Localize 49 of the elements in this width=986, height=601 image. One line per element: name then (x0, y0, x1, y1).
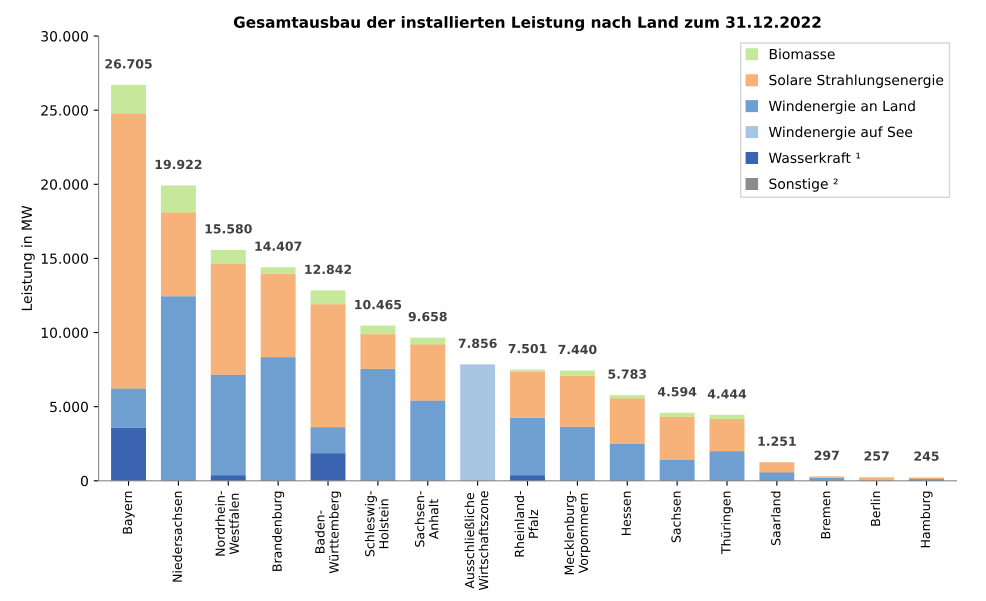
y-axis-title: Leistung in MW (21, 206, 35, 310)
x-tick-label: Rheinland- Pfalz (514, 491, 538, 556)
x-tick-label: Hessen (622, 492, 631, 536)
total-label: 4.594 (658, 386, 696, 396)
y-tick-label: 5.000 (50, 402, 88, 412)
x-tick-label: Mecklenburg- Vorpommern (564, 491, 590, 574)
x-tick-label: Sachsen (671, 492, 681, 542)
total-label: 14.407 (255, 241, 302, 251)
total-label: 257 (864, 451, 889, 461)
total-label: 12.842 (305, 264, 352, 274)
x-tick-label: Nordrhein- Westfalen (215, 491, 239, 556)
x-tick-label: Saarland (770, 492, 781, 546)
legend-label: Wasserkraft ¹ (768, 152, 860, 164)
total-label: 19.922 (156, 160, 202, 170)
x-tick-label: Bayern (122, 492, 135, 534)
total-label: 7.440 (558, 344, 597, 354)
x-tick-label: Ausschließliche Wirtschaftszone (464, 491, 488, 590)
y-tick-label: 30.000 (41, 31, 88, 42)
total-label: 297 (814, 450, 839, 460)
total-label: 1.251 (758, 436, 796, 446)
total-label: 5.783 (608, 369, 646, 379)
total-label: 10.465 (355, 300, 402, 310)
total-label: 15.580 (206, 224, 252, 234)
x-tick-label: Hamburg (920, 492, 933, 548)
chart-title: Gesamtausbau der installierten Leistung nach Land zum 31.12.2022 (234, 16, 821, 32)
x-tick-label: Niedersachsen (172, 492, 182, 582)
x-tick-label: Sachsen- Anhalt (414, 491, 438, 547)
x-tick-label: Thüringen (720, 492, 734, 554)
x-tick-label: Baden- Württemberg (314, 492, 342, 574)
total-label: 4.444 (708, 389, 746, 398)
legend-label: Sonstige ² (769, 178, 838, 192)
legend-label: Biomasse (770, 48, 835, 60)
y-tick-label: 0 (80, 476, 88, 486)
legend-label: Solare Strahlungsenergie (769, 74, 944, 88)
x-tick-label: Berlin (870, 492, 880, 526)
legend-label: Windenergie auf See (768, 126, 912, 140)
x-tick-label: Schleswig- Holstein (364, 491, 389, 556)
x-tick-label: Bremen (821, 492, 830, 538)
legend-label: Windenergie an Land (768, 100, 915, 114)
total-label: 7.501 (508, 344, 546, 354)
total-label: 26.705 (105, 59, 152, 69)
x-tick-label: Brandenburg (272, 492, 284, 571)
y-tick-label: 25.000 (41, 105, 88, 116)
y-tick-label: 20.000 (41, 179, 88, 190)
total-label: 245 (914, 451, 939, 461)
y-tick-label: 15.000 (42, 253, 88, 264)
total-label: 7.856 (458, 338, 497, 348)
y-tick-label: 10.000 (42, 328, 88, 338)
total-label: 9.658 (408, 312, 447, 322)
